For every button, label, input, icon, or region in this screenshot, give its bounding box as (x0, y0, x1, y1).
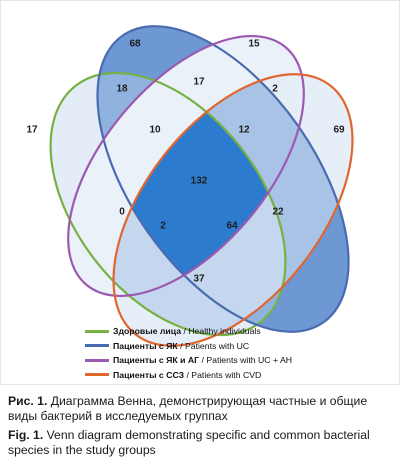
count-healthy-ucah: 0 (119, 207, 125, 218)
legend: Здоровые лица / Healthy individuals Паци… (85, 324, 385, 382)
count-ucah-cvd: 2 (272, 84, 278, 95)
caption-ru-text: Диаграмма Венна, демонстрирующая частные… (8, 394, 368, 423)
cvd-ellipse (112, 73, 354, 347)
caption-en: Fig. 1. Venn diagram demonstrating speci… (8, 428, 396, 458)
uc-swatch (85, 344, 109, 348)
venn-diagram: 17 68 15 69 18 17 2 10 12 132 0 22 2 64 … (26, 25, 354, 347)
cvd-swatch (85, 373, 109, 377)
caption-en-text: Venn diagram demonstrating specific and … (8, 428, 370, 457)
count-all-four: 132 (191, 176, 208, 187)
count-healthy-cvd: 37 (193, 274, 205, 285)
count-uc-cvd: 22 (272, 207, 284, 218)
count-healthy-uc-ucah: 10 (149, 125, 161, 136)
count-cvd-only: 69 (333, 125, 345, 136)
count-uc-ucah: 17 (193, 77, 205, 88)
count-ucah-only: 15 (248, 39, 260, 50)
count-uc-only: 68 (129, 39, 141, 50)
caption-ru-prefix: Рис. 1. (8, 394, 48, 408)
healthy-ellipse (49, 71, 287, 337)
caption-en-prefix: Fig. 1. (8, 428, 44, 442)
legend-item-cvd: Пациенты с ССЗ / Patients with CVD (85, 368, 385, 383)
legend-label: Здоровые лица / Healthy individuals (113, 326, 261, 337)
count-healthy-only: 17 (26, 125, 38, 136)
legend-item-healthy: Здоровые лица / Healthy individuals (85, 324, 385, 339)
count-healthy-ucah-cvd: 2 (160, 221, 166, 232)
legend-label: Пациенты с ССЗ / Patients with CVD (113, 369, 262, 380)
count-healthy-uc-cvd: 64 (226, 221, 238, 232)
healthy-swatch (85, 329, 109, 333)
count-uc-ucah-cvd: 12 (238, 125, 250, 136)
legend-label: Пациенты с ЯК и АГ / Patients with UC + … (113, 355, 293, 366)
legend-label: Пациенты с ЯК / Patients with UC (113, 340, 250, 351)
caption-ru: Рис. 1. Диаграмма Венна, демонстрирующая… (8, 394, 396, 424)
legend-item-ucah: Пациенты с ЯК и АГ / Patients with UC + … (85, 353, 385, 368)
ucah-ellipse (67, 34, 305, 298)
count-healthy-uc: 18 (116, 84, 128, 95)
legend-item-uc: Пациенты с ЯК / Patients with UC (85, 339, 385, 354)
ucah-swatch (85, 358, 109, 362)
